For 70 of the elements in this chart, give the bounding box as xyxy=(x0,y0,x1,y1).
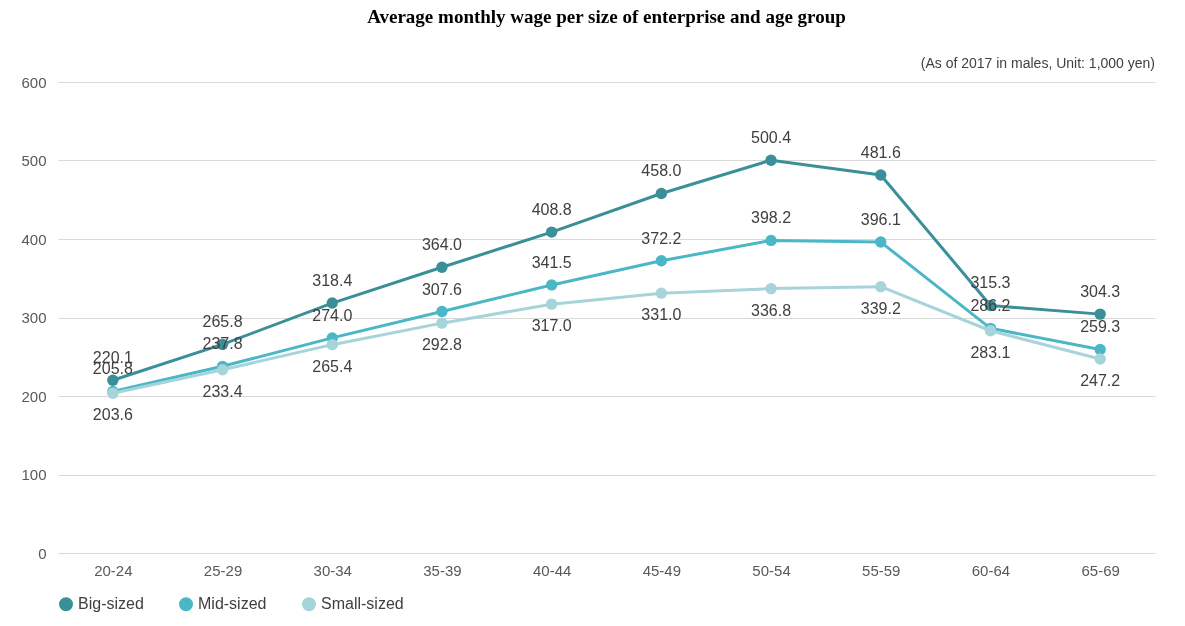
data-label: 398.2 xyxy=(751,209,792,227)
point xyxy=(875,169,887,181)
y-tick-label: 200 xyxy=(21,387,47,405)
x-tick-label: 35-39 xyxy=(423,561,462,579)
data-label: 318.4 xyxy=(312,272,353,290)
y-tick-label: 400 xyxy=(21,230,47,248)
data-label: 265.8 xyxy=(202,313,243,331)
point xyxy=(655,187,668,200)
y-tick-label: 600 xyxy=(21,73,47,91)
data-label: 458.0 xyxy=(641,162,682,180)
x-tick-label: 20-24 xyxy=(94,561,133,579)
point xyxy=(326,297,338,309)
data-label: 331.0 xyxy=(641,306,682,324)
legend-label: Mid-sized xyxy=(198,595,267,613)
point xyxy=(107,374,119,386)
data-label: 283.1 xyxy=(970,343,1011,361)
y-tick-label: 500 xyxy=(21,152,47,169)
point xyxy=(655,255,668,267)
legend-label: Big-sized xyxy=(78,595,144,613)
y-tick-label: 0 xyxy=(38,544,47,562)
data-label: 481.6 xyxy=(860,143,901,161)
data-label: 336.8 xyxy=(751,301,792,319)
point xyxy=(875,236,887,248)
x-tick-label: 50-54 xyxy=(752,561,791,579)
data-label: 396.1 xyxy=(860,211,901,229)
point xyxy=(436,261,448,273)
data-label: 274.0 xyxy=(312,306,353,324)
data-label: 341.5 xyxy=(531,253,572,271)
point xyxy=(1094,308,1106,320)
data-label: 307.6 xyxy=(421,280,463,298)
x-tick-label: 45-49 xyxy=(642,561,682,579)
x-tick-label: 55-59 xyxy=(862,561,901,579)
chart-title: Average monthly wage per size of enterprise and age group xyxy=(367,6,846,27)
x-tick-label: 30-34 xyxy=(313,561,352,579)
data-label: 292.8 xyxy=(421,336,463,354)
data-label: 233.4 xyxy=(202,382,243,400)
point xyxy=(436,317,448,329)
data-label: 408.8 xyxy=(531,201,572,219)
x-tick-label: 40-44 xyxy=(532,561,572,579)
data-label: 372.2 xyxy=(641,229,682,247)
point xyxy=(765,234,777,247)
point xyxy=(875,281,887,293)
x-tick-label: 65-69 xyxy=(1081,561,1120,579)
point xyxy=(545,226,558,238)
point xyxy=(326,338,338,351)
data-label: 304.3 xyxy=(1080,283,1121,301)
text: (As of 2017 in males, Unit: 1,000 yen) xyxy=(920,55,1155,71)
point xyxy=(545,298,558,310)
y-tick-label: 100 xyxy=(21,466,47,483)
data-label: 259.3 xyxy=(1080,318,1121,336)
data-label: 339.2 xyxy=(860,299,901,317)
point xyxy=(1094,343,1106,356)
point xyxy=(545,279,558,291)
x-tick-label: 60-64 xyxy=(971,561,1011,579)
point xyxy=(436,305,448,318)
y-tick-label: 300 xyxy=(21,309,47,326)
point xyxy=(1094,353,1106,365)
x-tick-label: 25-29 xyxy=(203,561,243,579)
point xyxy=(216,364,229,376)
data-label: 364.0 xyxy=(421,236,463,254)
data-label: 315.3 xyxy=(970,274,1011,292)
point xyxy=(655,287,668,299)
data-label: 203.6 xyxy=(92,406,133,424)
legend-label: Small-sized xyxy=(321,595,404,613)
point xyxy=(765,154,777,166)
data-label: 317.0 xyxy=(531,317,572,335)
point xyxy=(765,282,777,295)
data-label: 247.2 xyxy=(1080,371,1121,389)
data-label: 265.4 xyxy=(312,357,353,375)
data-label: 500.4 xyxy=(751,129,792,147)
